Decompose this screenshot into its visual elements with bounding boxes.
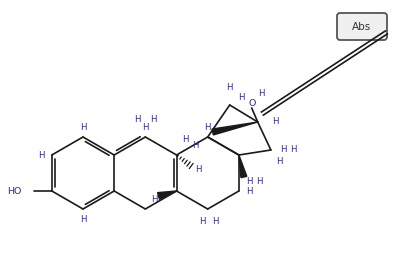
Text: H: H [226,83,233,91]
Text: H: H [246,177,252,185]
Text: H: H [80,215,86,223]
Polygon shape [212,122,258,135]
Text: H: H [290,145,296,155]
Text: H: H [39,150,45,160]
Text: H: H [183,134,189,144]
Text: H: H [199,216,206,226]
Polygon shape [158,191,177,199]
Text: H: H [151,194,158,204]
Text: H: H [256,177,262,185]
Text: H: H [246,187,252,195]
Text: H: H [280,145,286,155]
Polygon shape [239,155,247,178]
Text: O: O [248,100,256,108]
FancyBboxPatch shape [337,13,387,40]
Text: H: H [142,123,149,132]
Text: H: H [134,114,141,123]
Text: H: H [204,123,211,132]
Text: HO: HO [7,187,22,195]
Text: H: H [258,90,265,99]
Text: H: H [150,114,157,123]
Text: H: H [80,123,86,132]
Text: H: H [272,117,279,127]
Text: Abs: Abs [352,22,372,32]
Text: H: H [195,166,202,174]
Text: H: H [193,140,199,150]
Text: H: H [276,157,282,166]
Text: H: H [212,216,219,226]
Text: H: H [239,92,245,101]
